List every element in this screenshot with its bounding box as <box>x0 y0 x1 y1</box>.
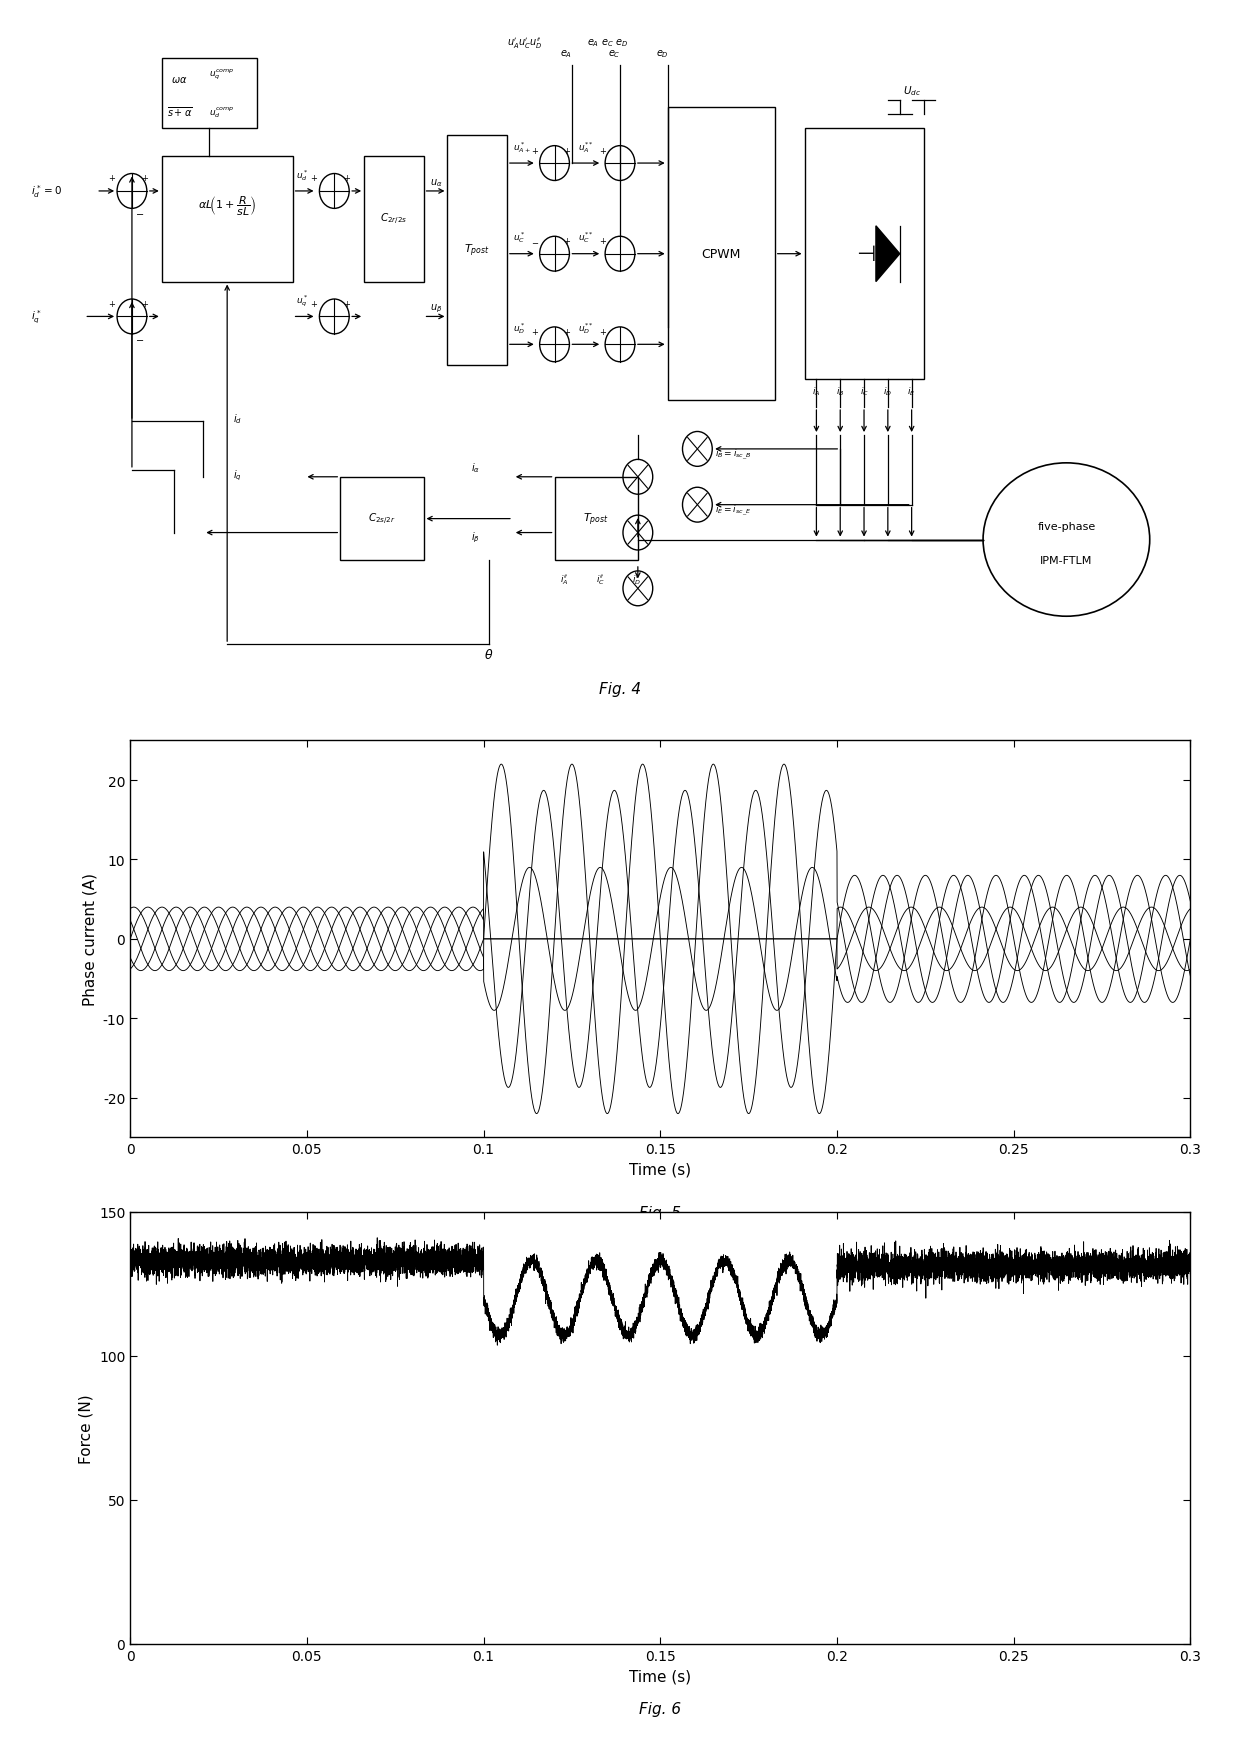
Text: $i_B$: $i_B$ <box>836 385 844 397</box>
Text: $-$: $-$ <box>531 236 539 247</box>
Bar <box>667 108 775 400</box>
Bar <box>448 136 507 367</box>
Text: $+$: $+$ <box>108 173 117 183</box>
Text: $+$: $+$ <box>343 298 351 309</box>
Text: $u_\alpha$: $u_\alpha$ <box>429 176 443 189</box>
Text: $i_B = i_{sc\_B}$: $i_B = i_{sc\_B}$ <box>715 448 751 462</box>
Text: $T_{post}$: $T_{post}$ <box>464 243 490 259</box>
Text: Fig. 5: Fig. 5 <box>640 1205 681 1221</box>
Text: $u_{A+}^*$: $u_{A+}^*$ <box>513 139 531 155</box>
Text: $i_A''$: $i_A''$ <box>560 573 569 586</box>
Text: $i_\beta$: $i_\beta$ <box>471 531 480 545</box>
Text: $u_C^{**}$: $u_C^{**}$ <box>578 229 594 245</box>
Text: $i_C''$: $i_C''$ <box>596 573 605 586</box>
Text: $u_d^{comp}$: $u_d^{comp}$ <box>208 104 234 120</box>
Text: $u_D^*$: $u_D^*$ <box>513 321 526 335</box>
Text: $\theta$: $\theta$ <box>485 647 494 662</box>
Text: $+$: $+$ <box>531 326 538 337</box>
Text: $e_A$: $e_A$ <box>560 48 573 60</box>
Text: $+$: $+$ <box>563 326 572 337</box>
Bar <box>365 157 424 282</box>
Text: $-$: $-$ <box>135 333 144 344</box>
Text: $+$: $+$ <box>599 326 608 337</box>
Text: CPWM: CPWM <box>702 249 740 261</box>
Text: $i_E = i_{sc\_E}$: $i_E = i_{sc\_E}$ <box>715 503 751 517</box>
Text: $i_C$: $i_C$ <box>859 385 868 397</box>
Text: $u_\beta$: $u_\beta$ <box>429 303 441 316</box>
Text: $+$: $+$ <box>599 145 608 155</box>
Y-axis label: Force (N): Force (N) <box>78 1394 93 1462</box>
Text: $+$: $+$ <box>310 173 319 183</box>
Text: $+$: $+$ <box>343 173 351 183</box>
Text: Fig. 4: Fig. 4 <box>599 681 641 697</box>
Text: $e_C$: $e_C$ <box>608 48 621 60</box>
Text: five-phase: five-phase <box>1038 522 1095 531</box>
X-axis label: Time (s): Time (s) <box>629 1162 692 1177</box>
Text: $u_q^*$: $u_q^*$ <box>295 293 308 309</box>
Text: $+$: $+$ <box>141 173 149 183</box>
Y-axis label: Phase current (A): Phase current (A) <box>82 873 97 1005</box>
Text: $e_A\ e_C\ e_D$: $e_A\ e_C\ e_D$ <box>588 37 629 49</box>
Bar <box>161 60 257 129</box>
Text: $u_q^{comp}$: $u_q^{comp}$ <box>208 69 234 83</box>
Text: $i_D$: $i_D$ <box>883 385 893 397</box>
Bar <box>340 478 424 561</box>
Text: IPM-FTLM: IPM-FTLM <box>1040 556 1092 566</box>
Text: $i_E$: $i_E$ <box>908 385 916 397</box>
Text: $\alpha L\!\left(1+\dfrac{R}{sL}\right)$: $\alpha L\!\left(1+\dfrac{R}{sL}\right)$ <box>198 194 257 217</box>
Text: $+$: $+$ <box>310 298 319 309</box>
Text: $+$: $+$ <box>141 298 149 309</box>
Text: $u_A^{**}$: $u_A^{**}$ <box>578 139 594 155</box>
Bar <box>554 478 637 561</box>
Text: $+$: $+$ <box>563 236 572 247</box>
Text: $e_D$: $e_D$ <box>656 48 668 60</box>
Text: $u_D^{**}$: $u_D^{**}$ <box>578 321 594 335</box>
Text: $u_C^*$: $u_C^*$ <box>513 229 526 245</box>
Text: $u_A'u_C'u_D''$: $u_A'u_C'u_D''$ <box>507 35 542 51</box>
Bar <box>805 129 924 379</box>
Text: Fig. 6: Fig. 6 <box>640 1700 681 1716</box>
Text: $i_A$: $i_A$ <box>812 385 821 397</box>
Text: $+$: $+$ <box>599 236 608 247</box>
Text: $i_d^* = 0$: $i_d^* = 0$ <box>31 183 62 201</box>
Text: $+$: $+$ <box>108 298 117 309</box>
Text: $+$: $+$ <box>563 145 572 155</box>
Text: $\overline{s+\alpha}$: $\overline{s+\alpha}$ <box>167 104 192 118</box>
Text: $i_q$: $i_q$ <box>233 467 242 482</box>
Text: $\omega\alpha$: $\omega\alpha$ <box>171 76 187 85</box>
Text: $T_{post}$: $T_{post}$ <box>583 512 609 527</box>
Text: $u_d^*$: $u_d^*$ <box>295 168 308 182</box>
Text: $C_{2s/2r}$: $C_{2s/2r}$ <box>368 512 396 527</box>
Text: $-$: $-$ <box>135 208 144 219</box>
Text: $i_d$: $i_d$ <box>233 411 242 425</box>
Text: $i_\alpha$: $i_\alpha$ <box>471 460 480 475</box>
Text: $C_{2r/2s}$: $C_{2r/2s}$ <box>381 212 408 228</box>
Text: $\dashv$: $\dashv$ <box>852 245 875 265</box>
Polygon shape <box>875 228 900 282</box>
Bar <box>161 157 293 282</box>
Text: $i_q^*$: $i_q^*$ <box>31 309 41 326</box>
Text: $i_D''$: $i_D''$ <box>632 573 641 586</box>
Text: $+$: $+$ <box>531 145 538 155</box>
X-axis label: Time (s): Time (s) <box>629 1669 692 1683</box>
Text: $U_{dc}$: $U_{dc}$ <box>903 85 920 99</box>
